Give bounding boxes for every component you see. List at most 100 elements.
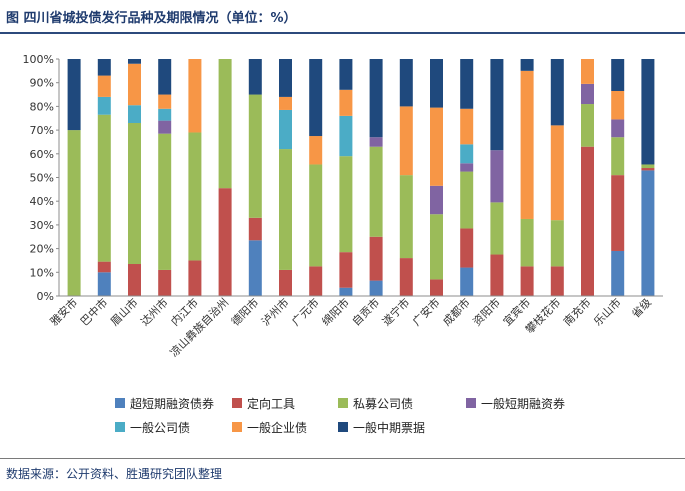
bar-segment <box>460 144 474 164</box>
legend-item: 一般公司债 <box>115 419 190 435</box>
legend-swatch <box>232 398 242 408</box>
bar-segment <box>279 269 292 296</box>
bar-segment <box>641 59 655 165</box>
bar-segment <box>490 150 504 203</box>
bar-segment <box>460 171 474 229</box>
bars <box>67 59 655 296</box>
bar-segment <box>128 264 141 296</box>
legend-swatch <box>338 422 348 432</box>
bar-segment <box>369 146 383 237</box>
bar-segment <box>460 163 474 172</box>
legend-label: 一般短期融资券 <box>481 396 566 411</box>
bar-segment <box>128 59 141 64</box>
bar-segment <box>248 217 262 241</box>
legend-item: 私募公司债 <box>338 395 413 411</box>
bar-segment <box>430 185 443 215</box>
bar-segment <box>641 164 655 169</box>
legend-label: 一般企业债 <box>247 420 308 435</box>
bar-segment <box>128 63 141 106</box>
title-bar: 图 四川省城投债发行品种及期限情况（单位：%） <box>0 0 685 34</box>
bar-segment <box>581 146 594 296</box>
bar-segment <box>97 272 111 296</box>
bar-segment <box>520 59 534 71</box>
bar-segment <box>611 59 625 91</box>
legend-item: 一般短期融资券 <box>466 395 565 411</box>
bar-segment <box>339 252 353 288</box>
legend: 超短期融资债券 定向工具 私募公司债 一般短期融资券 一般公司债 一般企业债 一般中期票据 <box>0 395 685 443</box>
bar-segment <box>279 109 292 150</box>
stacked-bar-chart: 0% 10% 20% 30% 40% 50% 60% 70% 80% 90% 100% 雅安市巴中市… <box>23 53 663 360</box>
bar-segment <box>399 59 413 107</box>
source-note: 数据来源：公开资料、胜遇研究团队整理 <box>6 467 223 481</box>
bar-segment <box>430 107 443 186</box>
legend-label: 一般公司债 <box>130 420 191 435</box>
y-tick-label: 60% <box>30 148 54 161</box>
y-tick-label: 80% <box>30 100 54 113</box>
bar-segment <box>97 59 111 76</box>
bar-segment <box>67 59 81 131</box>
bar-segment <box>339 156 353 253</box>
bar-segment <box>158 59 172 95</box>
y-tick-label: 10% <box>30 266 54 279</box>
x-tick-label: 资阳市 <box>470 295 503 328</box>
bar-segment <box>279 59 292 97</box>
bar-segment <box>460 59 474 109</box>
bar-segment <box>158 120 172 134</box>
bar-segment <box>490 59 504 151</box>
bar-segment <box>309 266 323 296</box>
bar-segment <box>611 250 625 296</box>
y-tick-label: 70% <box>30 124 54 137</box>
bar-segment <box>581 83 594 105</box>
bar-segment <box>158 133 172 270</box>
bar-segment <box>309 136 323 165</box>
bar-segment <box>611 90 625 120</box>
bar-segment <box>399 175 413 259</box>
bar-segment <box>641 170 655 296</box>
bar-segment <box>188 260 202 296</box>
x-axis: 雅安市巴中市眉山市达州市内江市凉山彝族自治州德阳市泸州市广元市绵阳市自贡市遂宁市… <box>47 295 663 360</box>
bar-segment <box>550 59 564 126</box>
bar-segment <box>581 104 594 147</box>
footer-divider <box>0 458 685 459</box>
x-tick-label: 绵阳市 <box>319 295 352 328</box>
bar-segment <box>128 105 141 123</box>
bar-segment <box>158 108 172 121</box>
y-tick-label: 100% <box>23 53 54 66</box>
legend-swatch <box>115 398 125 408</box>
bar-segment <box>339 115 353 157</box>
bar-segment <box>430 59 443 108</box>
page-title: 图 四川省城投债发行品种及期限情况（单位：%） <box>6 11 297 26</box>
bar-segment <box>550 266 564 296</box>
bar-segment <box>248 94 262 218</box>
bar-segment <box>611 119 625 138</box>
bar-segment <box>97 96 111 115</box>
y-tick-label: 50% <box>30 172 54 185</box>
x-tick-label: 自贡市 <box>349 295 382 328</box>
y-axis: 0% 10% 20% 30% 40% 50% 60% 70% 80% 90% 100% <box>23 53 60 303</box>
bar-segment <box>369 280 383 296</box>
legend-item: 一般中期票据 <box>338 419 425 435</box>
bar-segment <box>67 130 81 296</box>
legend-swatch <box>232 422 242 432</box>
bar-segment <box>641 168 655 171</box>
bar-segment <box>218 59 232 189</box>
legend-swatch <box>338 398 348 408</box>
bar-segment <box>460 228 474 268</box>
bar-segment <box>550 220 564 267</box>
bar-segment <box>430 214 443 280</box>
legend-label: 私募公司债 <box>353 396 414 411</box>
bar-segment <box>399 106 413 176</box>
bar-segment <box>218 188 232 296</box>
x-tick-label: 眉山市 <box>107 295 140 328</box>
y-tick-label: 40% <box>30 195 54 208</box>
bar-segment <box>550 125 564 221</box>
legend-swatch <box>115 422 125 432</box>
x-tick-label: 省级 <box>629 296 654 321</box>
legend-label: 一般中期票据 <box>353 420 426 435</box>
bar-segment <box>279 149 292 270</box>
legend-item: 定向工具 <box>232 395 295 411</box>
y-tick-label: 90% <box>30 77 54 90</box>
bar-segment <box>248 240 262 296</box>
legend-item: 一般企业债 <box>232 419 307 435</box>
x-tick-label: 广安市 <box>409 295 442 328</box>
